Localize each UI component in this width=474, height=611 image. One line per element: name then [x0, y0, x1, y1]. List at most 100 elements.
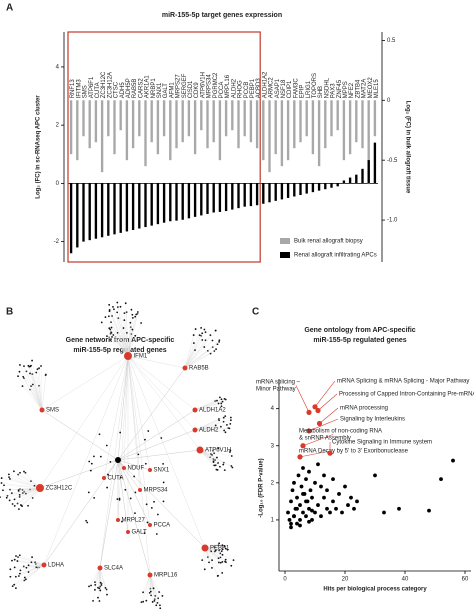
gene-node	[229, 419, 232, 422]
edge	[149, 574, 153, 602]
gene-node	[226, 548, 229, 551]
gene-node	[16, 560, 19, 562]
edge	[36, 372, 43, 411]
gene-node	[17, 489, 20, 491]
bar	[299, 183, 302, 196]
point	[331, 499, 335, 504]
gene-node	[5, 496, 8, 499]
node-label: PCCA	[154, 523, 171, 529]
edge	[117, 409, 196, 461]
gene-node	[161, 595, 164, 597]
gene-node	[100, 584, 103, 586]
edge	[204, 547, 221, 563]
gene-node	[9, 568, 12, 571]
bar	[255, 183, 259, 206]
bar	[125, 183, 129, 232]
annotation-leader	[308, 418, 339, 432]
gene-node	[154, 595, 157, 597]
node-label: GALT	[132, 530, 148, 536]
gene-node	[219, 561, 222, 564]
gene-node	[232, 559, 235, 562]
bar	[187, 100, 191, 137]
edge	[184, 353, 211, 369]
annotated-point	[306, 428, 312, 434]
gene-node	[214, 424, 217, 427]
bar	[361, 168, 364, 184]
gene-node	[105, 588, 108, 591]
x-tick-label: SNX1	[157, 82, 163, 98]
gene-node	[8, 499, 11, 502]
edge	[113, 334, 129, 357]
gene-node	[104, 586, 107, 589]
gene-node	[27, 504, 29, 507]
bar	[162, 183, 166, 223]
gene-node	[90, 462, 93, 465]
gene-node	[156, 601, 159, 604]
edge	[125, 303, 129, 357]
edge	[127, 355, 151, 526]
gene-node	[18, 494, 21, 496]
y-axis-label: -Log₁₀ (FDR P-value)	[259, 458, 265, 517]
gene-node	[218, 339, 221, 342]
edge	[204, 547, 226, 563]
edge	[127, 311, 138, 357]
edge	[99, 567, 102, 585]
bar	[355, 100, 358, 143]
x-tick-label: CDIP1	[287, 80, 293, 98]
edge	[204, 547, 218, 577]
point	[313, 480, 317, 485]
edge	[149, 574, 151, 592]
edge	[149, 574, 160, 593]
x-tick-label: ADH5P	[126, 78, 132, 98]
gene-node	[17, 473, 20, 476]
point	[397, 506, 401, 511]
gene-node	[159, 607, 162, 610]
gene-node	[217, 418, 220, 420]
gene-node	[109, 328, 112, 331]
bar	[107, 100, 110, 137]
bar	[355, 174, 358, 184]
edge	[41, 355, 129, 411]
gene-node	[162, 481, 165, 484]
gene-node	[98, 433, 101, 436]
edge	[184, 349, 217, 369]
gene-node	[0, 477, 3, 479]
gene-node	[0, 496, 1, 499]
edge	[90, 567, 101, 586]
node-label: MRPS34	[144, 488, 169, 494]
annotation-leader	[317, 393, 338, 411]
point	[287, 518, 292, 522]
bar	[175, 183, 178, 221]
gene-node	[108, 303, 111, 306]
edge	[194, 400, 218, 411]
x-tick-label: PGRMC2	[213, 72, 219, 98]
target-node	[182, 365, 188, 371]
bar	[274, 183, 277, 201]
gene-node	[17, 375, 19, 378]
target-node	[148, 468, 152, 472]
gene-node	[22, 565, 25, 568]
gene-node	[148, 591, 151, 594]
edge	[117, 459, 151, 471]
gene-node	[93, 588, 96, 591]
gene-node	[9, 488, 11, 491]
edge	[24, 564, 45, 578]
gene-node	[150, 594, 153, 597]
gene-node	[24, 578, 27, 581]
y-axis-label: Log₂ (FC) in sc-RNAseq APC cluster	[36, 95, 42, 199]
edge	[11, 487, 41, 494]
gene-node	[213, 464, 216, 467]
edge	[10, 564, 45, 570]
gene-node	[13, 498, 16, 501]
point	[310, 495, 314, 500]
gene-node	[228, 427, 231, 430]
gene-node	[18, 572, 21, 575]
gene-node	[111, 315, 113, 317]
bar	[243, 100, 246, 137]
edge	[127, 322, 142, 357]
x-tick-label: CARS2	[138, 78, 144, 99]
gene-node	[203, 568, 206, 571]
gene-node	[13, 583, 16, 586]
edge	[194, 429, 226, 433]
gene-node	[218, 396, 221, 399]
